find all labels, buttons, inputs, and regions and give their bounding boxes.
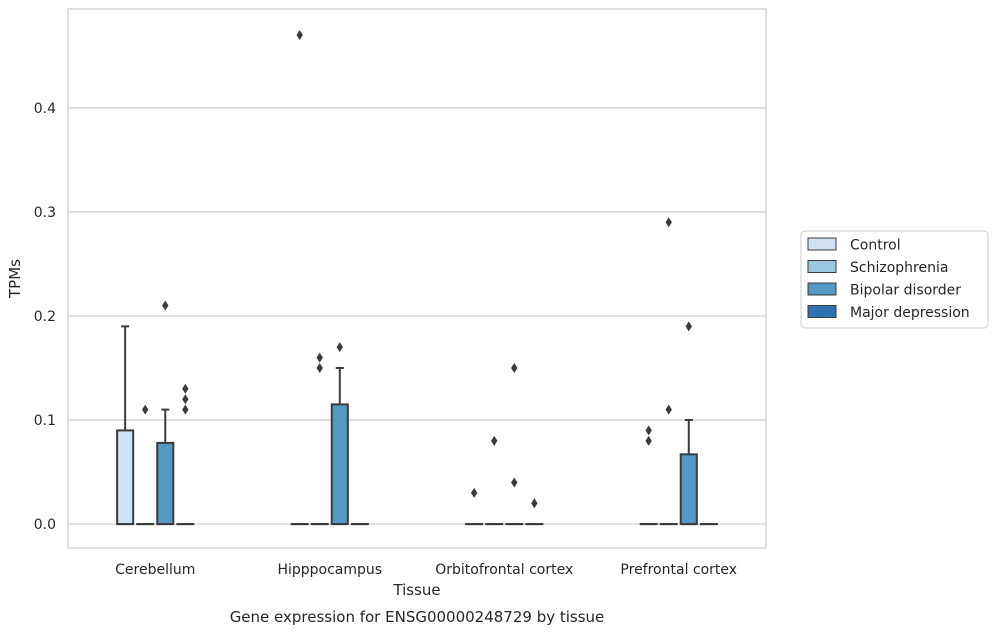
outlier-point xyxy=(470,487,478,498)
outlier-point xyxy=(685,321,692,332)
box-plot xyxy=(639,425,658,526)
y-tick-label: 0.4 xyxy=(34,101,56,117)
outlier-point xyxy=(296,30,303,41)
x-tick-label: Cerebellum xyxy=(115,562,195,578)
x-tick-label: Prefrontal cortex xyxy=(620,562,737,578)
outlier-point xyxy=(645,435,652,446)
box-plot xyxy=(525,498,544,526)
box-plot xyxy=(505,362,524,526)
plot-frame xyxy=(67,8,767,549)
box xyxy=(679,453,698,526)
box-plot xyxy=(465,487,484,526)
legend-label: Control xyxy=(850,238,901,254)
outlier-point xyxy=(182,394,189,405)
outlier-point xyxy=(511,362,518,373)
legend-frame xyxy=(800,230,989,329)
box xyxy=(116,429,135,526)
outlier-point xyxy=(316,352,323,363)
legend-swatch xyxy=(807,237,837,251)
outlier-point xyxy=(162,300,169,311)
box-plot xyxy=(136,404,155,526)
outlier-point xyxy=(665,217,672,228)
outlier-point xyxy=(142,404,149,415)
box-plot xyxy=(679,321,698,526)
legend-label: Major depression xyxy=(850,305,970,321)
y-tick-label: 0.3 xyxy=(34,205,56,221)
box-plot xyxy=(659,217,678,526)
outlier-point xyxy=(511,477,518,488)
outlier-point xyxy=(645,425,652,436)
y-tick-labels: 0.0 0.1 0.2 0.3 0.4 xyxy=(34,101,56,533)
outlier-point xyxy=(665,404,672,415)
x-tick-labels: Cerebellum Hipppocampus Orbitofrontal cort… xyxy=(115,562,737,578)
box xyxy=(330,403,349,526)
y-tick-label: 0.0 xyxy=(34,517,56,533)
y-tick-label: 0.1 xyxy=(34,413,56,429)
x-axis-label: Tissue xyxy=(392,581,440,599)
chart-caption: Gene expression for ENSG00000248729 by t… xyxy=(230,608,605,626)
outlier-point xyxy=(316,362,323,373)
legend-swatch xyxy=(807,305,837,318)
box xyxy=(156,441,175,526)
box-plot xyxy=(156,300,175,526)
outlier-point xyxy=(182,404,189,415)
legend-swatch xyxy=(807,260,837,273)
x-tick-label: Hipppocampus xyxy=(277,562,382,578)
legend: Control Schizophrenia Bipolar disorder Majo… xyxy=(800,230,989,329)
box-plot xyxy=(330,342,349,526)
box-plot xyxy=(310,352,329,526)
legend-label: Schizophrenia xyxy=(850,260,948,276)
outlier-point xyxy=(531,498,538,509)
box-plots xyxy=(116,30,718,526)
x-tick-label: Orbitofrontal cortex xyxy=(435,562,573,578)
outlier-point xyxy=(491,435,498,446)
box-plot xyxy=(116,325,135,526)
box-plot xyxy=(485,435,504,526)
y-axis-label: TPMs xyxy=(6,259,24,299)
y-tick-label: 0.2 xyxy=(34,309,56,325)
box-plot xyxy=(176,383,195,526)
legend-swatch xyxy=(807,282,837,296)
outlier-point xyxy=(182,383,189,394)
outlier-point xyxy=(336,342,343,353)
box-plot xyxy=(290,30,309,526)
legend-label: Bipolar disorder xyxy=(850,283,961,299)
